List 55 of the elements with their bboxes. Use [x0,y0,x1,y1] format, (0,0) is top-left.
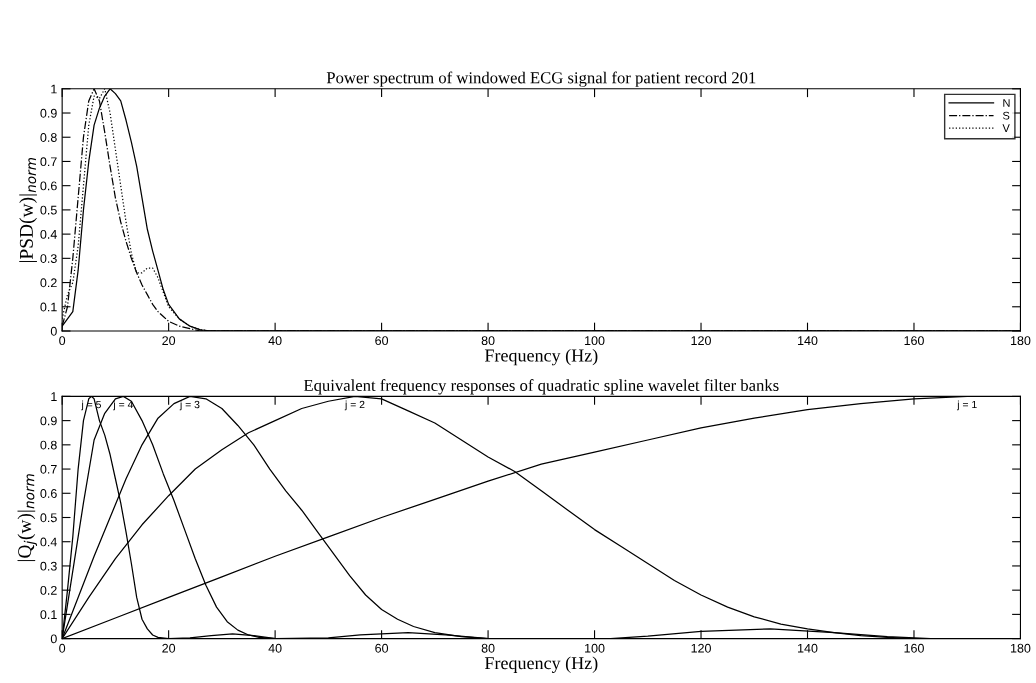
x-tick-label: 20 [162,643,176,653]
x-tick-label: 0 [59,336,66,346]
series-label: j = 5 [81,400,101,411]
y-tick-label: 0.1 [40,302,57,312]
x-tick-label: 60 [375,336,389,346]
y-tick-label: 0.8 [40,133,57,142]
x-tick-label: 100 [585,643,605,653]
chart-title: Equivalent frequency responses of quadratic spline wavelet filter banks [303,379,779,395]
x-tick-label: 0 [59,643,66,653]
x-tick-label: 100 [585,336,605,346]
x-tick-label: 20 [162,336,176,346]
y-tick-label: 0.8 [40,440,57,450]
y-tick-label: 0.6 [40,181,57,191]
y-tick-label: 0 [50,326,57,336]
y-tick-label: 0.2 [40,585,57,595]
y-axis-title: |PSD(w)|$_{norm}$ [19,157,37,262]
y-tick-label: 0.7 [40,464,57,474]
x-tick-label: 140 [798,336,818,346]
y-tick-label: 0.5 [40,205,57,215]
x-tick-label: 80 [481,643,495,653]
legend-label: j = 3 [179,400,200,411]
y-tick-label: 0.3 [40,561,57,571]
x-tick-label: 40 [268,643,282,653]
x-axis-title: Frequency (Hz) [484,348,598,366]
legend-label: S [1002,111,1010,120]
y-tick-label: 0 [50,634,57,644]
series-label: j = 1 [956,400,977,411]
y-tick-label: 1 [51,392,57,401]
x-tick-label: 160 [904,643,924,653]
x-tick-label: 120 [691,643,711,653]
legend-label: N [1003,99,1010,107]
chart-title: Power spectrum of windowed ECG signal for patient record 201 [326,71,756,87]
x-tick-label: 160 [904,336,924,346]
legend-label: V [1002,124,1010,132]
y-tick-label: 0.7 [40,157,57,167]
y-tick-label: 0.2 [40,278,57,288]
x-tick-label: 140 [798,643,818,653]
y-tick-label: 0.1 [40,610,57,620]
y-tick-label: 0.9 [40,416,57,426]
y-tick-label: 0.5 [40,513,57,523]
x-tick-label: 80 [481,336,495,346]
y-tick-label: 0.4 [40,229,57,239]
x-tick-label: 60 [375,643,389,653]
y-tick-label: 0.4 [40,537,57,547]
x-tick-label: 180 [1010,336,1031,346]
y-tick-label: 1 [51,84,57,94]
x-tick-label: 120 [691,336,711,346]
x-axis-title: Frequency (Hz) [484,656,598,673]
y-tick-label: 0.9 [40,108,57,118]
y-tick-label: 0.3 [40,254,57,263]
x-tick-label: 40 [268,336,282,346]
x-tick-label: 180 [1010,643,1031,653]
y-axis-title: |Q$_{j}$(w)|$_{norm}$ [17,474,38,562]
y-tick-label: 0.6 [40,489,57,498]
series-label: j = 2 [344,400,365,411]
